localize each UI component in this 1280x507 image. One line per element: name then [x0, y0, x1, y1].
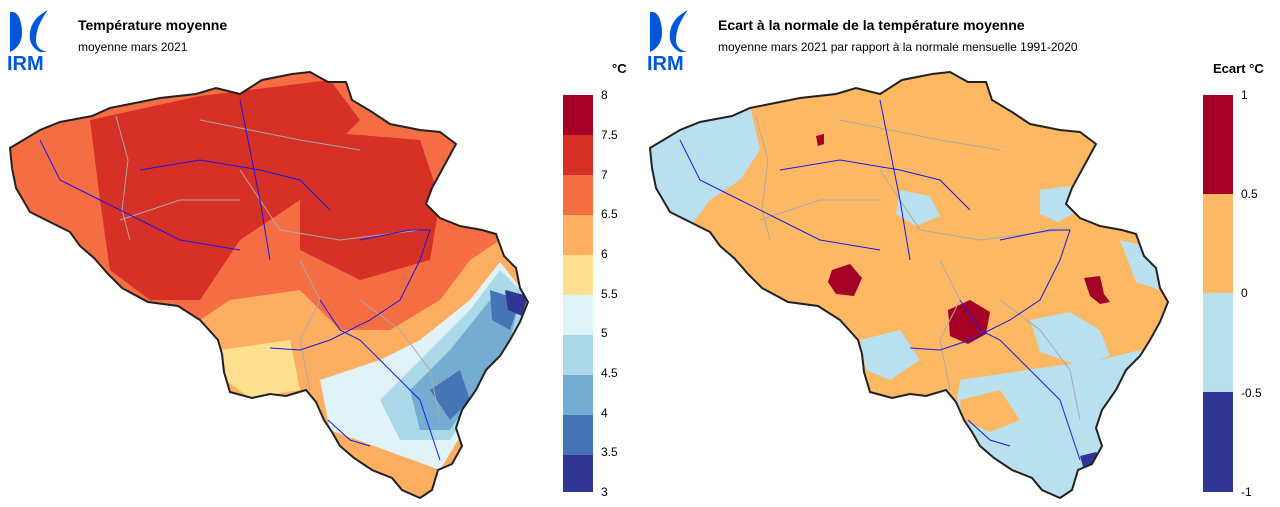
scale-band [563, 215, 593, 255]
scale-tick-label: 0 [1241, 286, 1248, 300]
scale-tick-label: 3.5 [601, 445, 618, 459]
scale-tick-label: 4 [601, 406, 608, 420]
temperature-anomaly-panel: IRM Ecart à la normale de la température… [640, 0, 1280, 507]
scale-band [563, 95, 593, 135]
scale-tick-label: 8 [601, 88, 608, 102]
scale-band [563, 415, 593, 455]
map-title: Température moyenne [78, 17, 228, 33]
scale-band [563, 335, 593, 375]
map-title: Ecart à la normale de la température moy… [718, 17, 1025, 33]
belgium-temperature-map [9, 71, 529, 499]
scale-tick-label: -1 [1241, 485, 1252, 499]
scale-tick-label: 0.5 [1241, 187, 1258, 201]
svg-text:IRM: IRM [647, 53, 684, 72]
scale-band [563, 375, 593, 415]
scale-tick-label: 4.5 [601, 366, 618, 380]
scale-tick-label: 3 [601, 485, 608, 499]
scale-tick-label: 7 [601, 168, 608, 182]
scale-band [1203, 392, 1233, 492]
scale-band [1203, 293, 1233, 392]
anomaly-color-scale [1203, 95, 1233, 492]
irm-logo-icon: IRM [647, 10, 688, 72]
scale-tick-label: 1 [1241, 88, 1248, 102]
scale-band [563, 135, 593, 175]
scale-tick-label: 5.5 [601, 287, 618, 301]
svg-text:IRM: IRM [7, 53, 44, 72]
scale-band [563, 455, 593, 492]
map-subtitle: moyenne mars 2021 par rapport à la norma… [718, 40, 1078, 54]
scale-band [1203, 194, 1233, 293]
temperature-color-scale [563, 95, 593, 492]
belgium-anomaly-map [649, 71, 1169, 499]
map-subtitle: moyenne mars 2021 [78, 40, 188, 54]
scale-band [563, 255, 593, 295]
legend-unit: °C [612, 61, 627, 76]
irm-logo-icon: IRM [7, 10, 48, 72]
scale-tick-label: 5 [601, 326, 608, 340]
scale-band [1203, 95, 1233, 194]
scale-band [563, 295, 593, 335]
mean-temperature-panel: IRM Température moyenne moyenne mars 202… [7, 10, 627, 499]
scale-tick-label: 6.5 [601, 207, 618, 221]
scale-tick-label: 7.5 [601, 128, 618, 142]
legend-unit: Ecart °C [1213, 61, 1264, 76]
scale-band [563, 175, 593, 215]
scale-tick-label: 6 [601, 247, 608, 261]
scale-tick-label: -0.5 [1241, 386, 1262, 400]
